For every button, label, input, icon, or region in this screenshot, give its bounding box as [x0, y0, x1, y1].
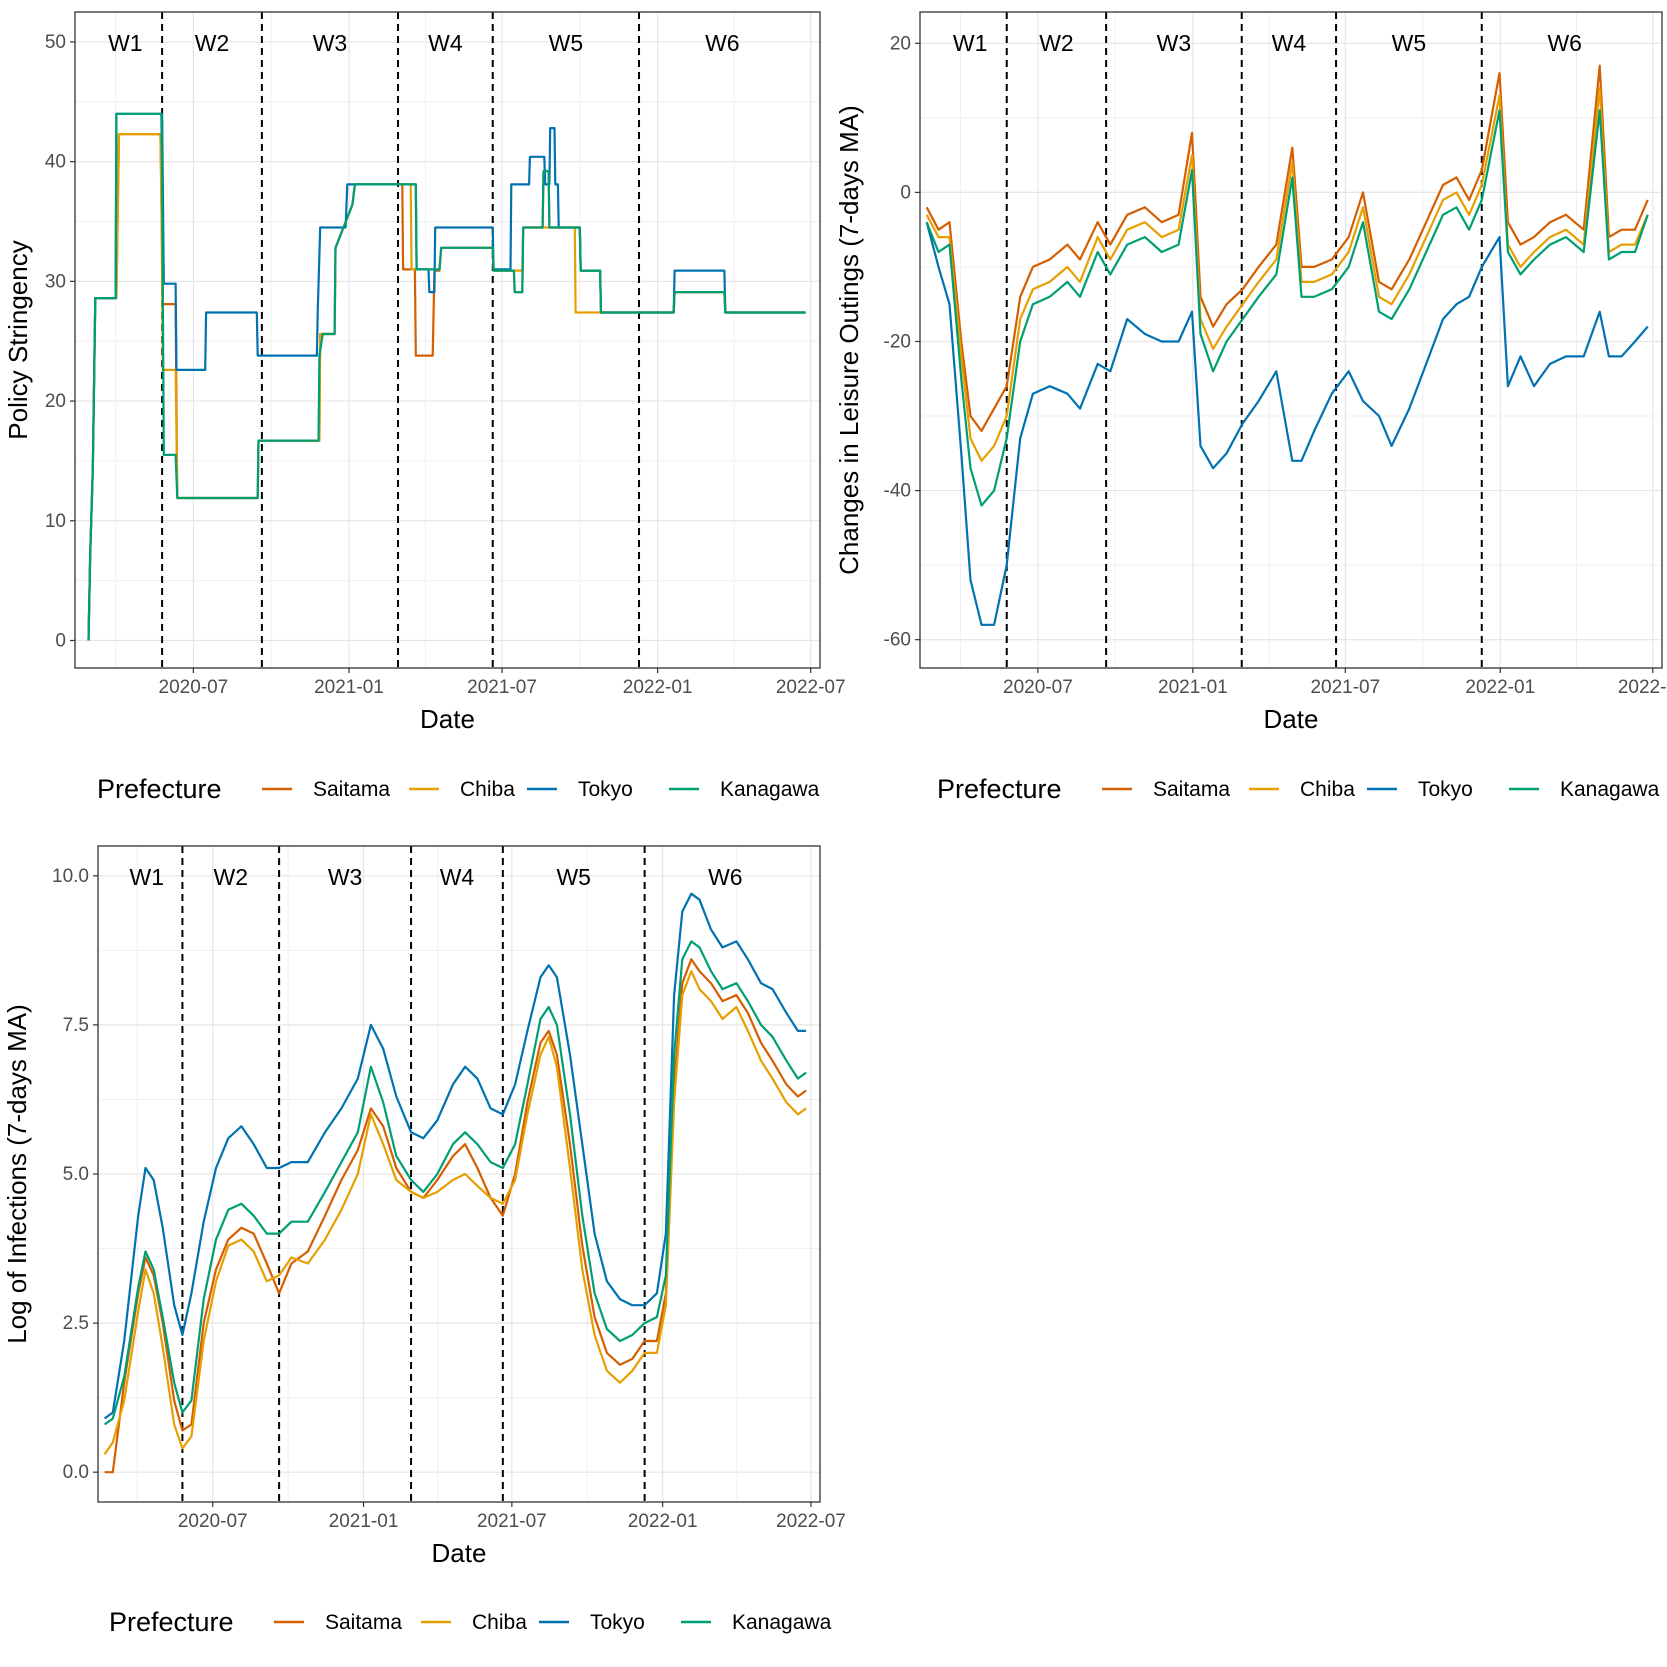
y-tick-label: 20: [890, 33, 911, 54]
legend-label-saitama: Saitama: [1153, 778, 1230, 801]
series-line-tokyo: [925, 221, 1649, 626]
y-axis-title: Log of Infections (7-days MA): [2, 1004, 32, 1344]
series-group: [925, 64, 1649, 626]
y-tick-label: 10.0: [52, 866, 89, 887]
y-axis-title: Policy Stringency: [3, 240, 33, 439]
series-group: [87, 112, 806, 641]
series-group: [103, 892, 807, 1474]
wave-label: W1: [130, 864, 165, 890]
y-tick-label: 20: [45, 391, 66, 412]
panel-border: [97, 845, 821, 1503]
legend: Prefecture Saitama Chiba Tokyo Kanagawa: [109, 1607, 832, 1637]
y-tick-label: 0: [55, 630, 66, 651]
wave-label: W1: [953, 30, 988, 56]
y-tick-label: 40: [45, 152, 66, 173]
legend-label-saitama: Saitama: [325, 1611, 402, 1634]
y-tick-label: 10: [45, 511, 66, 532]
y-tick-label: 0.0: [63, 1462, 89, 1483]
y-tick-label: 5.0: [63, 1164, 89, 1185]
y-tick-label: 2.5: [63, 1313, 89, 1334]
legend-label-kanagawa: Kanagawa: [1560, 778, 1660, 801]
wave-label: W6: [708, 864, 743, 890]
legend-label-tokyo: Tokyo: [1418, 778, 1473, 801]
x-tick-label: 2022-01: [628, 1511, 698, 1532]
wave-label: W4: [428, 30, 463, 56]
wave-label: W2: [195, 30, 230, 56]
wave-label: W5: [556, 864, 591, 890]
panel-border: [74, 11, 821, 669]
y-tick-label: 0: [900, 182, 911, 203]
x-tick-label: 2021-01: [329, 1511, 399, 1532]
chart-infections: 0.0 2.5 5.0 7.5 10.0 2020-07 2021-01 2021-07 202…: [2, 845, 846, 1637]
legend-label-tokyo: Tokyo: [590, 1611, 645, 1634]
wave-label: W5: [1392, 30, 1427, 56]
wave-label: W4: [440, 864, 475, 890]
chart-stringency: 0 10 20 30 40 50 2020-07 2021-01 2021-07 2022-01 2…: [3, 11, 846, 804]
legend-title: Prefecture: [109, 1607, 234, 1637]
x-tick-label: 2021-01: [1158, 677, 1228, 698]
series-line-kanagawa: [87, 112, 806, 641]
legend-label-chiba: Chiba: [460, 778, 515, 801]
y-tick-label: 50: [45, 32, 66, 53]
wave-label: W4: [1272, 30, 1307, 56]
series-line-tokyo: [103, 892, 807, 1420]
legend-title: Prefecture: [937, 774, 1062, 804]
y-tick-label: -60: [884, 630, 911, 651]
x-tick-label: 2022-01: [1465, 677, 1535, 698]
wave-label: W1: [108, 30, 143, 56]
chart-leisure: -60 -40 -20 0 20 2020-07 2021-01 2021-07 2022-01…: [834, 11, 1667, 804]
panel-background: [75, 12, 820, 668]
x-tick-label: 2021-07: [1310, 677, 1380, 698]
panel-background: [920, 12, 1662, 668]
legend-label-saitama: Saitama: [313, 778, 390, 801]
legend-title: Prefecture: [97, 774, 222, 804]
legend-label-tokyo: Tokyo: [578, 778, 633, 801]
series-line-saitama: [104, 958, 807, 1474]
wave-label: W6: [1547, 30, 1582, 56]
x-axis-title: Date: [432, 1538, 487, 1568]
series-line-kanagawa: [925, 109, 1649, 507]
x-axis-title: Date: [1264, 704, 1319, 734]
x-tick-label: 2022-07: [776, 677, 846, 698]
wave-label: W3: [313, 30, 348, 56]
legend-label-chiba: Chiba: [472, 1611, 527, 1634]
x-tick-label: 2022-07: [776, 1511, 846, 1532]
legend: Prefecture Saitama Chiba Tokyo Kanagawa: [97, 774, 820, 804]
wave-label: W3: [1157, 30, 1192, 56]
x-tick-label: 2021-07: [467, 677, 537, 698]
series-line-saitama: [925, 64, 1649, 432]
x-axis-title: Date: [420, 704, 475, 734]
series-line-chiba: [103, 970, 807, 1455]
panel-border: [919, 11, 1663, 669]
wave-label: W6: [705, 30, 740, 56]
legend-label-chiba: Chiba: [1300, 778, 1355, 801]
series-line-chiba: [925, 86, 1649, 462]
x-tick-label: 2020-07: [1003, 677, 1073, 698]
x-tick-label: 2020-07: [159, 677, 229, 698]
x-tick-label: 2021-01: [314, 677, 384, 698]
y-tick-label: -40: [884, 481, 911, 502]
x-tick-label: 2020-07: [178, 1511, 248, 1532]
y-tick-label: 30: [45, 271, 66, 292]
y-tick-label: 7.5: [63, 1015, 89, 1036]
legend: Prefecture Saitama Chiba Tokyo Kanagawa: [937, 774, 1660, 804]
y-tick-label: -20: [884, 331, 911, 352]
legend-label-kanagawa: Kanagawa: [732, 1611, 832, 1634]
legend-label-kanagawa: Kanagawa: [720, 778, 820, 801]
wave-label: W2: [1039, 30, 1074, 56]
x-tick-label: 2022-07: [1618, 677, 1667, 698]
x-tick-label: 2021-07: [477, 1511, 547, 1532]
wave-label: W5: [549, 30, 584, 56]
series-line-kanagawa: [103, 940, 807, 1426]
wave-label: W2: [214, 864, 249, 890]
y-axis-title: Changes in Leisure Outings (7-days MA): [834, 105, 864, 575]
x-tick-label: 2022-01: [623, 677, 693, 698]
wave-label: W3: [328, 864, 363, 890]
